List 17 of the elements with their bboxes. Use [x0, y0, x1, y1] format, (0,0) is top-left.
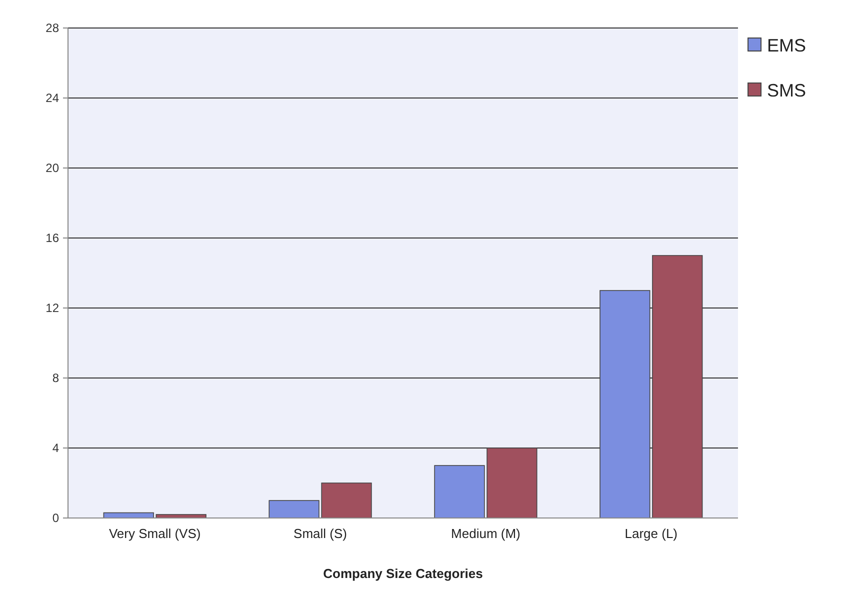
- bar: [600, 290, 650, 518]
- y-tick-label: 24: [46, 91, 60, 106]
- x-axis-title: Company Size Categories: [323, 566, 483, 581]
- x-tick-label: Small (S): [294, 526, 348, 541]
- x-tick-label: Medium (M): [451, 526, 520, 541]
- legend-label: EMS: [767, 35, 806, 56]
- legend-label: SMS: [767, 80, 806, 100]
- y-tick-label: 8: [52, 371, 60, 386]
- y-tick-label: 12: [46, 301, 60, 316]
- x-tick-label: Large (L): [624, 526, 678, 541]
- y-tick-label: 28: [46, 21, 60, 36]
- x-tick-label: Very Small (VS): [108, 526, 201, 541]
- bar: [652, 255, 703, 518]
- y-tick-label: 16: [46, 231, 60, 246]
- y-tick-label: 4: [52, 441, 60, 456]
- y-tick-label: 0: [52, 511, 60, 526]
- y-tick-label: 20: [46, 161, 60, 176]
